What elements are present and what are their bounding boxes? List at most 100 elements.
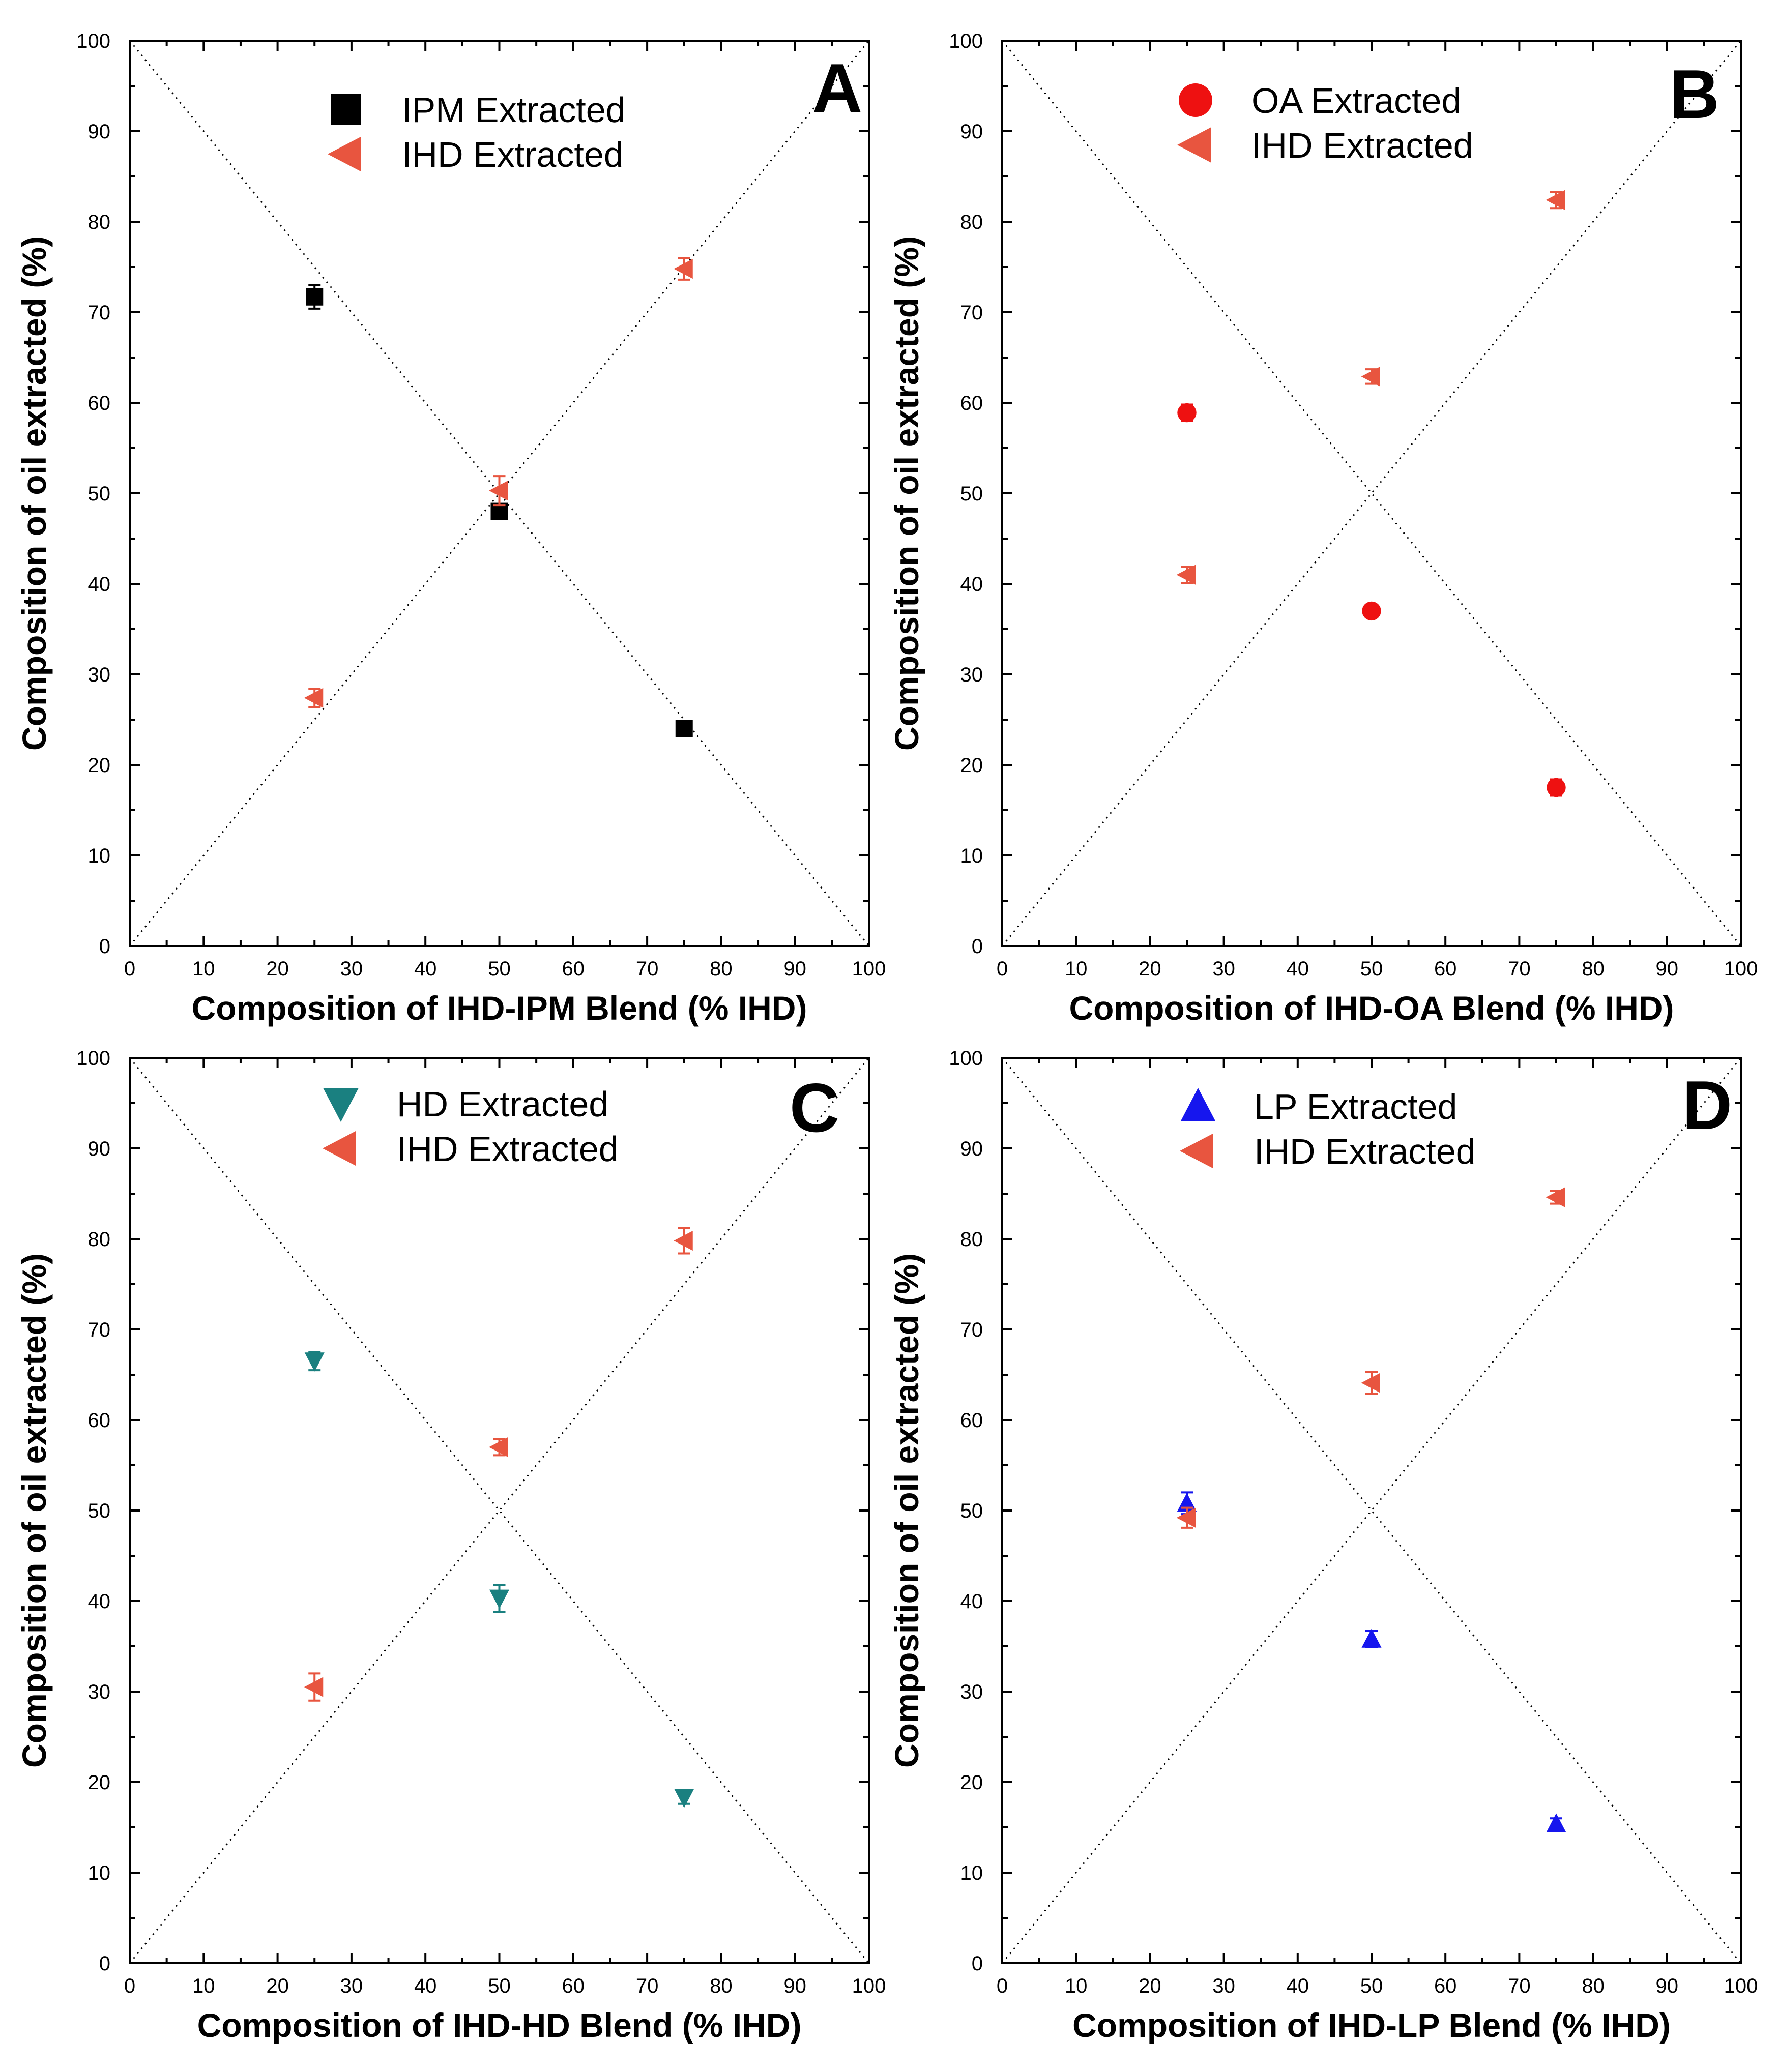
legend-label: IHD Extracted xyxy=(1254,1132,1476,1171)
y-tick-label: 40 xyxy=(960,1590,983,1613)
data-point xyxy=(489,1437,508,1457)
data-point xyxy=(1361,366,1380,387)
x-axis-title: Composition of IHD-IPM Blend (% IHD) xyxy=(192,989,807,1027)
x-tick-label: 60 xyxy=(562,1975,585,1997)
data-point xyxy=(674,1789,694,1808)
y-tick-label: 0 xyxy=(972,1952,983,1975)
panel-b: 0 10 20 30 40 50 60 70 80 90 100 0 10 20 30 40 50 60 70 80 9… xyxy=(888,30,1758,1027)
data-point xyxy=(1546,1813,1566,1832)
x-tick-label: 90 xyxy=(783,1975,806,1997)
x-tick-label: 70 xyxy=(636,1975,659,1997)
y-tick-label: 90 xyxy=(960,1138,983,1160)
y-tick-label: 50 xyxy=(88,483,111,505)
x-axis-title: Composition of IHD-LP Blend (% IHD) xyxy=(1072,2006,1671,2044)
x-tick-label: 10 xyxy=(1065,1975,1088,1997)
data-point xyxy=(489,475,508,507)
x-tick-label: 20 xyxy=(1139,1975,1161,1997)
data-marker-circle xyxy=(1547,778,1566,797)
data-marker-triangle-left xyxy=(489,481,508,501)
plot-frame xyxy=(1001,40,1742,947)
x-tick-label: 100 xyxy=(852,958,886,980)
y-axis-title: Composition of oil extracted (%) xyxy=(888,236,925,751)
y-tick-label: 50 xyxy=(88,1500,111,1522)
legend-item: IHD Extracted xyxy=(1180,1132,1476,1171)
legend-item: IHD Extracted xyxy=(323,1129,619,1169)
legend-label: IHD Extracted xyxy=(402,135,624,174)
data-point xyxy=(1546,1187,1565,1207)
x-tick-label: 10 xyxy=(192,1975,215,1997)
y-tick-label: 30 xyxy=(960,1681,983,1703)
y-axis-title: Composition of oil extracted (%) xyxy=(888,1253,925,1768)
data-point xyxy=(674,1227,693,1255)
legend-label: IHD Extracted xyxy=(397,1129,619,1169)
x-tick-label: 10 xyxy=(1065,958,1088,980)
y-tick-label: 60 xyxy=(960,1409,983,1432)
legend-marker-triangle-left xyxy=(328,136,361,172)
legend-item: IHD Extracted xyxy=(1177,126,1473,165)
x-tick-label: 70 xyxy=(1508,958,1531,980)
legend-marker-triangle-left xyxy=(1180,1133,1213,1169)
x-tick-label: 0 xyxy=(997,958,1008,980)
y-tick-label: 80 xyxy=(88,211,111,233)
x-tick-label: 30 xyxy=(1212,1975,1235,1997)
x-tick-label: 30 xyxy=(340,958,363,980)
x-tick-label: 80 xyxy=(1582,958,1605,980)
x-tick-label: 70 xyxy=(636,958,659,980)
y-tick-label: 70 xyxy=(960,302,983,324)
y-tick-label: 80 xyxy=(960,1228,983,1251)
y-tick-label: 0 xyxy=(972,935,983,958)
y-tick-label: 70 xyxy=(960,1319,983,1341)
x-tick-label: 100 xyxy=(852,1975,886,1997)
y-tick-label: 40 xyxy=(88,573,111,596)
data-marker-triangle-up xyxy=(1361,1629,1382,1648)
x-tick-label: 60 xyxy=(562,958,585,980)
data-marker-circle xyxy=(1362,601,1381,621)
legend-label: IPM Extracted xyxy=(402,90,626,130)
panel-letter: B xyxy=(1670,55,1719,133)
y-tick-label: 40 xyxy=(88,1590,111,1613)
data-marker-square xyxy=(306,288,324,306)
data-point xyxy=(1176,1506,1196,1529)
data-point xyxy=(304,1672,324,1702)
legend: HD Extracted IHD Extracted xyxy=(323,1084,619,1169)
data-marker-triangle-left xyxy=(1361,1373,1380,1393)
y-tick-label: 100 xyxy=(76,1047,110,1070)
legend-item: HD Extracted xyxy=(323,1084,608,1124)
y-tick-label: 60 xyxy=(88,392,111,415)
y-tick-label: 10 xyxy=(960,845,983,867)
reference-line-y-equals-100-minus-x xyxy=(1001,1057,1742,1964)
data-marker-triangle-down xyxy=(674,1789,694,1808)
x-tick-label: 50 xyxy=(1360,1975,1383,1997)
data-marker-triangle-left xyxy=(674,1231,693,1251)
legend-label: IHD Extracted xyxy=(1251,126,1473,165)
data-point xyxy=(1177,403,1197,423)
data-point xyxy=(674,257,693,281)
data-marker-triangle-down xyxy=(489,1589,510,1609)
y-tick-label: 30 xyxy=(960,664,983,686)
data-point xyxy=(1547,778,1566,797)
data-marker-triangle-left xyxy=(1546,1187,1565,1207)
x-tick-label: 90 xyxy=(783,958,806,980)
x-tick-label: 60 xyxy=(1434,958,1457,980)
y-tick-label: 90 xyxy=(88,1138,111,1160)
data-marker-triangle-left xyxy=(674,259,693,279)
legend-item: IHD Extracted xyxy=(328,135,624,174)
data-marker-triangle-up xyxy=(1546,1813,1566,1832)
y-tick-label: 30 xyxy=(88,664,111,686)
reference-line-y-equals-x xyxy=(129,1057,870,1964)
legend-item: OA Extracted xyxy=(1179,81,1461,121)
y-tick-label: 60 xyxy=(88,1409,111,1432)
x-tick-label: 50 xyxy=(488,958,511,980)
data-marker-triangle-left xyxy=(1176,1507,1196,1528)
legend: LP Extracted IHD Extracted xyxy=(1180,1087,1476,1171)
x-tick-label: 100 xyxy=(1724,958,1758,980)
data-marker-triangle-down xyxy=(304,1352,325,1372)
legend-marker-triangle-down xyxy=(323,1088,359,1122)
y-tick-label: 50 xyxy=(960,1500,983,1522)
y-axis-title: Composition of oil extracted (%) xyxy=(15,1253,53,1768)
x-tick-label: 30 xyxy=(1212,958,1235,980)
x-tick-label: 0 xyxy=(124,958,135,980)
data-point xyxy=(1361,1629,1382,1648)
data-point xyxy=(304,1351,325,1372)
data-point xyxy=(489,1583,510,1613)
